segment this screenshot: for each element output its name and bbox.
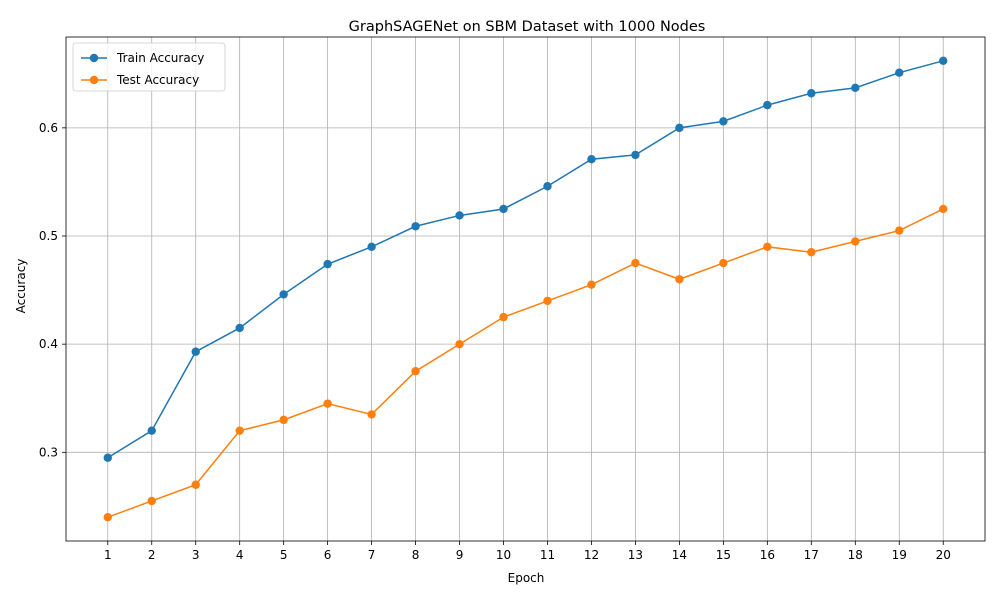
legend-label: Test Accuracy bbox=[116, 73, 199, 87]
x-tick-label: 20 bbox=[936, 548, 951, 562]
data-point bbox=[455, 339, 464, 349]
x-tick-label: 19 bbox=[892, 548, 907, 562]
x-tick-label: 1 bbox=[104, 548, 112, 562]
data-point bbox=[631, 150, 640, 160]
data-point bbox=[323, 259, 332, 269]
data-point bbox=[807, 248, 816, 257]
x-tick-label: 9 bbox=[456, 548, 464, 562]
data-point bbox=[147, 496, 156, 506]
x-tick-label: 7 bbox=[368, 548, 376, 562]
data-point bbox=[939, 56, 948, 65]
data-point bbox=[103, 513, 112, 522]
data-point bbox=[851, 237, 860, 246]
data-point bbox=[587, 280, 596, 289]
series-group bbox=[103, 56, 948, 522]
plot-frame bbox=[65, 36, 986, 542]
y-tick-label: 0.3 bbox=[39, 445, 58, 459]
y-axis-label: Accuracy bbox=[14, 259, 28, 314]
legend-marker bbox=[89, 53, 99, 63]
x-tick-label: 6 bbox=[324, 548, 332, 562]
data-point bbox=[235, 323, 244, 333]
x-tick-label: 10 bbox=[496, 548, 511, 562]
data-point bbox=[103, 453, 112, 462]
data-point bbox=[939, 204, 948, 214]
data-point bbox=[763, 242, 772, 252]
x-axis: 1 2 3 4 5 6 7 8 9 10 11 12 13 14 15 16 17 18 19 20 bbox=[104, 541, 951, 562]
data-point bbox=[455, 211, 464, 220]
x-tick-label: 18 bbox=[848, 548, 863, 562]
x-tick-label: 15 bbox=[716, 548, 731, 562]
x-tick-label: 2 bbox=[148, 548, 156, 562]
data-point bbox=[279, 415, 288, 425]
x-tick-label: 16 bbox=[760, 548, 775, 562]
series-2 bbox=[103, 204, 948, 522]
legend-marker bbox=[89, 75, 99, 85]
data-point bbox=[235, 426, 244, 435]
series-line bbox=[107, 60, 944, 459]
x-axis-label: Epoch bbox=[508, 571, 545, 585]
data-point bbox=[895, 68, 904, 77]
data-point bbox=[719, 117, 728, 126]
legend-box bbox=[72, 42, 226, 92]
x-tick-label: 3 bbox=[192, 548, 200, 562]
y-tick-label: 0.4 bbox=[39, 337, 58, 351]
legend: Train Accuracy Test Accuracy bbox=[72, 42, 226, 92]
data-point bbox=[191, 347, 200, 356]
data-point bbox=[763, 100, 772, 110]
data-point bbox=[323, 399, 332, 408]
y-axis: 0.3 0.4 0.5 0.6 bbox=[39, 121, 66, 459]
x-tick-label: 11 bbox=[540, 548, 555, 562]
x-tick-label: 14 bbox=[672, 548, 687, 562]
data-point bbox=[411, 366, 420, 376]
data-point bbox=[675, 275, 684, 284]
series-line bbox=[107, 208, 944, 518]
x-tick-label: 8 bbox=[412, 548, 420, 562]
x-tick-label: 4 bbox=[236, 548, 244, 562]
data-point bbox=[279, 290, 288, 299]
grid bbox=[66, 37, 985, 541]
x-tick-label: 12 bbox=[584, 548, 599, 562]
data-point bbox=[675, 123, 684, 133]
data-point bbox=[719, 258, 728, 268]
data-point bbox=[631, 258, 640, 268]
legend-label: Train Accuracy bbox=[116, 51, 204, 65]
data-point bbox=[499, 312, 508, 322]
chart-title: GraphSAGENet on SBM Dataset with 1000 No… bbox=[349, 19, 706, 35]
y-tick-label: 0.6 bbox=[39, 121, 58, 135]
data-point bbox=[851, 83, 860, 93]
x-tick-label: 17 bbox=[804, 548, 819, 562]
x-tick-label: 5 bbox=[280, 548, 288, 562]
data-point bbox=[191, 480, 200, 489]
legend-item: Train Accuracy bbox=[81, 51, 204, 65]
data-point bbox=[499, 204, 508, 214]
data-point bbox=[543, 296, 552, 306]
data-point bbox=[895, 226, 904, 235]
data-point bbox=[367, 242, 376, 252]
data-point bbox=[411, 222, 420, 231]
x-tick-label: 13 bbox=[628, 548, 643, 562]
y-tick-label: 0.5 bbox=[39, 229, 58, 243]
data-point bbox=[587, 155, 596, 164]
series-1 bbox=[103, 56, 948, 462]
legend-item: Test Accuracy bbox=[81, 73, 199, 87]
data-point bbox=[807, 89, 816, 98]
data-point bbox=[543, 182, 552, 191]
data-point bbox=[147, 426, 156, 435]
data-point bbox=[367, 410, 376, 419]
